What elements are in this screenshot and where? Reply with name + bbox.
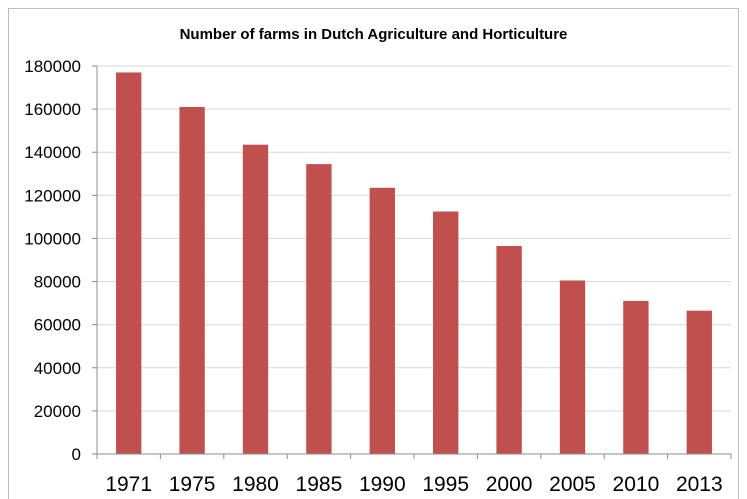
- x-tick-label: 1990: [359, 473, 406, 496]
- x-tick-label: 2005: [549, 473, 596, 496]
- x-tick-label: 2010: [613, 473, 660, 496]
- y-tick-label: 0: [72, 445, 81, 464]
- bar-1985: [306, 164, 332, 455]
- y-tick-label: 180000: [24, 57, 81, 76]
- bar-1975: [179, 106, 205, 454]
- bar-1971: [116, 72, 142, 454]
- y-tick-label: 40000: [34, 359, 81, 378]
- bar-1980: [242, 144, 269, 454]
- y-tick-labels: 0 20000 40000 60000 80000 100000 120000 140000 1…: [24, 57, 81, 464]
- x-tick-label: 1975: [169, 473, 216, 496]
- y-tick-label: 100000: [24, 229, 81, 248]
- x-tick-label: 2013: [676, 473, 723, 496]
- bar-2013: [686, 310, 712, 454]
- bar-2005: [559, 280, 586, 454]
- bar-2010: [623, 300, 649, 454]
- chart-title: Number of farms in Dutch Agriculture and…: [179, 26, 568, 43]
- x-tick-label: 2000: [486, 473, 533, 496]
- y-tick-label: 80000: [34, 273, 81, 292]
- y-tick-label: 120000: [24, 186, 81, 205]
- x-tick-labels: 1971 1975 1980 1985 1990 1995 2000 2005 2010 2013: [105, 473, 722, 496]
- x-tick-label: 1995: [422, 473, 469, 496]
- bars: [116, 72, 712, 455]
- bar-1995: [433, 211, 459, 454]
- x-tick-label: 1985: [296, 473, 343, 496]
- y-tick-label: 140000: [24, 143, 81, 162]
- bar-2000: [496, 245, 522, 454]
- axes: [92, 65, 732, 459]
- x-tick-label: 1971: [105, 473, 152, 496]
- bar-1990: [369, 187, 395, 455]
- x-tick-label: 1980: [232, 473, 279, 496]
- y-tick-label: 160000: [24, 100, 81, 119]
- y-tick-label: 60000: [34, 316, 81, 335]
- y-tick-label: 20000: [34, 402, 81, 421]
